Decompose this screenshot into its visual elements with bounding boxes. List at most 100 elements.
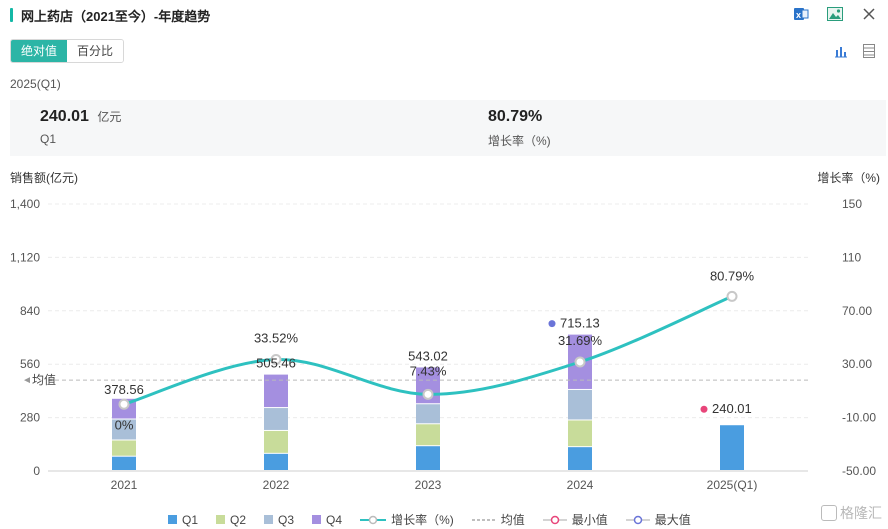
page-title: 网上药店（2021至今）-年度趋势 <box>21 8 211 24</box>
growth-rate-point <box>574 356 586 368</box>
bar-segment-q3 <box>264 408 288 430</box>
y-tick-left: 0 <box>33 464 40 478</box>
bar-segment-q1 <box>568 447 592 470</box>
min-marker <box>700 405 708 413</box>
stat-total-unit: 亿元 <box>97 110 122 124</box>
y-tick-right: -10.00 <box>842 411 876 425</box>
svg-text:x: x <box>796 10 801 20</box>
period-label: 2025(Q1) <box>10 77 61 91</box>
bar-segment-q2 <box>416 424 440 446</box>
legend-line-growth-icon <box>360 515 387 524</box>
bar-segment-q2 <box>264 430 288 453</box>
max-marker <box>548 320 556 328</box>
x-tick-label: 2025(Q1) <box>707 478 758 492</box>
stat-growth-label: 增长率（%) <box>488 134 551 148</box>
legend-item-max[interactable]: 最大值 <box>625 511 691 528</box>
title-accent-bar <box>10 8 13 22</box>
max-label: 715.13 <box>560 316 600 331</box>
legend-item-min[interactable]: 最小值 <box>542 511 608 528</box>
legend-label-mean: 均值 <box>500 513 525 527</box>
legend-label-growth: 增长率（%) <box>391 513 454 527</box>
y-axis-left-title: 销售额(亿元) <box>10 171 78 185</box>
legend-item-growth[interactable]: 增长率（%) <box>360 511 454 528</box>
y-tick-right: 30.00 <box>842 357 872 371</box>
growth-rate-point <box>422 388 434 400</box>
y-axis-right-title: 增长率（%) <box>817 171 880 185</box>
bar-total-label: 543.02 <box>408 348 448 363</box>
stat-total-label: Q1 <box>40 132 57 146</box>
bar-chart-icon[interactable] <box>832 43 850 59</box>
watermark-logo-icon <box>821 505 837 521</box>
legend-item-q1[interactable]: Q1 <box>168 513 198 527</box>
legend-label-q2: Q2 <box>230 512 247 527</box>
tab-absolute[interactable]: 绝对值 <box>11 40 68 62</box>
bar-segment-q3 <box>416 404 440 424</box>
bar-segment-q1 <box>264 453 288 470</box>
bar-segment-q4 <box>568 334 592 389</box>
legend-item-q3[interactable]: Q3 <box>264 513 294 527</box>
close-icon[interactable] <box>860 6 878 22</box>
bar-segment-q1 <box>720 425 744 470</box>
chart-legend: Q1 Q2 Q3 Q4 增长率（%) 均值 最小值 最大值 <box>168 511 691 528</box>
watermark: 格隆汇 <box>821 503 882 523</box>
y-tick-left: 560 <box>20 357 40 371</box>
legend-label-q3: Q3 <box>278 512 295 527</box>
y-tick-right: -50.00 <box>842 464 876 478</box>
legend-swatch-q2 <box>216 515 226 524</box>
legend-max-icon <box>625 515 650 524</box>
bar-segment-q4 <box>264 374 288 408</box>
y-tick-left: 280 <box>20 411 40 425</box>
bar-segment-q1 <box>112 456 136 470</box>
min-label: 240.01 <box>712 401 752 416</box>
y-tick-right: 110 <box>842 250 861 264</box>
legend-item-mean[interactable]: 均值 <box>471 511 525 528</box>
bar-segment-q2 <box>112 440 136 456</box>
bar-segment-q2 <box>568 420 592 447</box>
x-tick-label: 2021 <box>111 478 138 492</box>
mean-arrow-icon <box>24 377 30 384</box>
legend-item-q4[interactable]: Q4 <box>312 513 342 527</box>
growth-rate-label: 80.79% <box>710 268 755 283</box>
legend-swatch-q3 <box>264 515 274 524</box>
legend-label-max: 最大值 <box>654 513 691 527</box>
excel-export-icon[interactable]: x <box>792 6 810 22</box>
bar-segment-q4 <box>416 367 440 404</box>
y-tick-left: 1,120 <box>10 250 40 264</box>
y-tick-left: 840 <box>20 304 40 318</box>
x-tick-label: 2022 <box>263 478 290 492</box>
tab-percentage[interactable]: 百分比 <box>67 40 124 62</box>
bar-total-label: 505.46 <box>256 356 296 371</box>
summary-panel: 240.01 亿元 Q1 80.79% 增长率（%) <box>10 100 886 156</box>
bar-segment-q1 <box>416 446 440 470</box>
image-export-icon[interactable] <box>826 6 844 22</box>
legend-label-q1: Q1 <box>182 512 199 527</box>
title-bar: 网上药店（2021至今）-年度趋势 <box>10 6 210 24</box>
x-tick-label: 2023 <box>415 478 442 492</box>
legend-item-q2[interactable]: Q2 <box>216 513 246 527</box>
header-toolbar: x <box>792 6 878 22</box>
bar-segment-q4 <box>112 398 136 419</box>
growth-rate-label: 31.69% <box>558 333 603 348</box>
bar-segment-q3 <box>568 389 592 420</box>
x-tick-label: 2024 <box>567 478 594 492</box>
growth-rate-point <box>118 398 130 410</box>
chart-toolbar <box>832 43 878 59</box>
growth-rate-point <box>726 290 738 302</box>
growth-rate-point <box>270 354 282 366</box>
watermark-text: 格隆汇 <box>840 505 882 521</box>
mean-label: 均值 <box>32 372 56 387</box>
growth-rate-label: 33.52% <box>254 331 299 346</box>
stat-total-value: 240.01 <box>40 108 89 125</box>
y-tick-left: 1,400 <box>10 197 40 211</box>
legend-label-min: 最小值 <box>571 513 608 527</box>
growth-rate-label: 0% <box>115 417 134 432</box>
legend-swatch-q4 <box>312 515 322 524</box>
y-tick-right: 150 <box>842 197 862 211</box>
bar-total-label: 378.56 <box>104 382 144 397</box>
legend-label-q4: Q4 <box>326 512 343 527</box>
table-icon[interactable] <box>860 43 878 59</box>
legend-dash-mean-icon <box>471 518 496 521</box>
bar-segment-q3 <box>112 419 136 440</box>
legend-min-icon <box>542 515 567 524</box>
